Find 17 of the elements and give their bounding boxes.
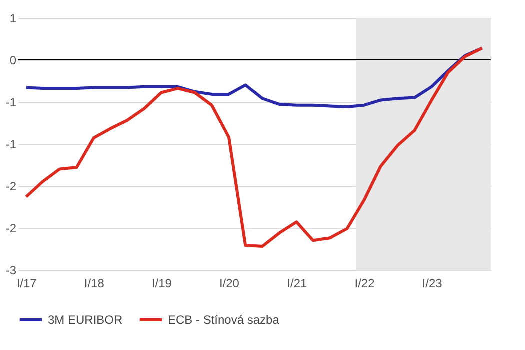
- x-tick-label: I/21: [287, 276, 308, 290]
- x-tick-label: I/23: [422, 276, 443, 290]
- x-tick-label: I/20: [219, 276, 240, 290]
- y-tick-label: 1: [10, 12, 17, 26]
- x-tick-label: I/19: [152, 276, 172, 290]
- line-series: [24, 46, 484, 248]
- legend-label: 3M EURIBOR: [48, 313, 124, 327]
- y-tick-label: -3: [6, 264, 17, 278]
- x-tick-label: I/17: [16, 276, 38, 290]
- y-tick-label: -2: [6, 222, 17, 236]
- y-tick-label: -1: [6, 96, 17, 110]
- y-tick-label: -1: [6, 138, 17, 152]
- legend-label: ECB - Stínová sazba: [168, 313, 280, 327]
- y-tick-label: 0: [10, 54, 17, 68]
- x-tick-label: I/22: [354, 276, 376, 290]
- x-tick-label: I/18: [84, 276, 105, 290]
- y-tick-label: -2: [6, 180, 17, 194]
